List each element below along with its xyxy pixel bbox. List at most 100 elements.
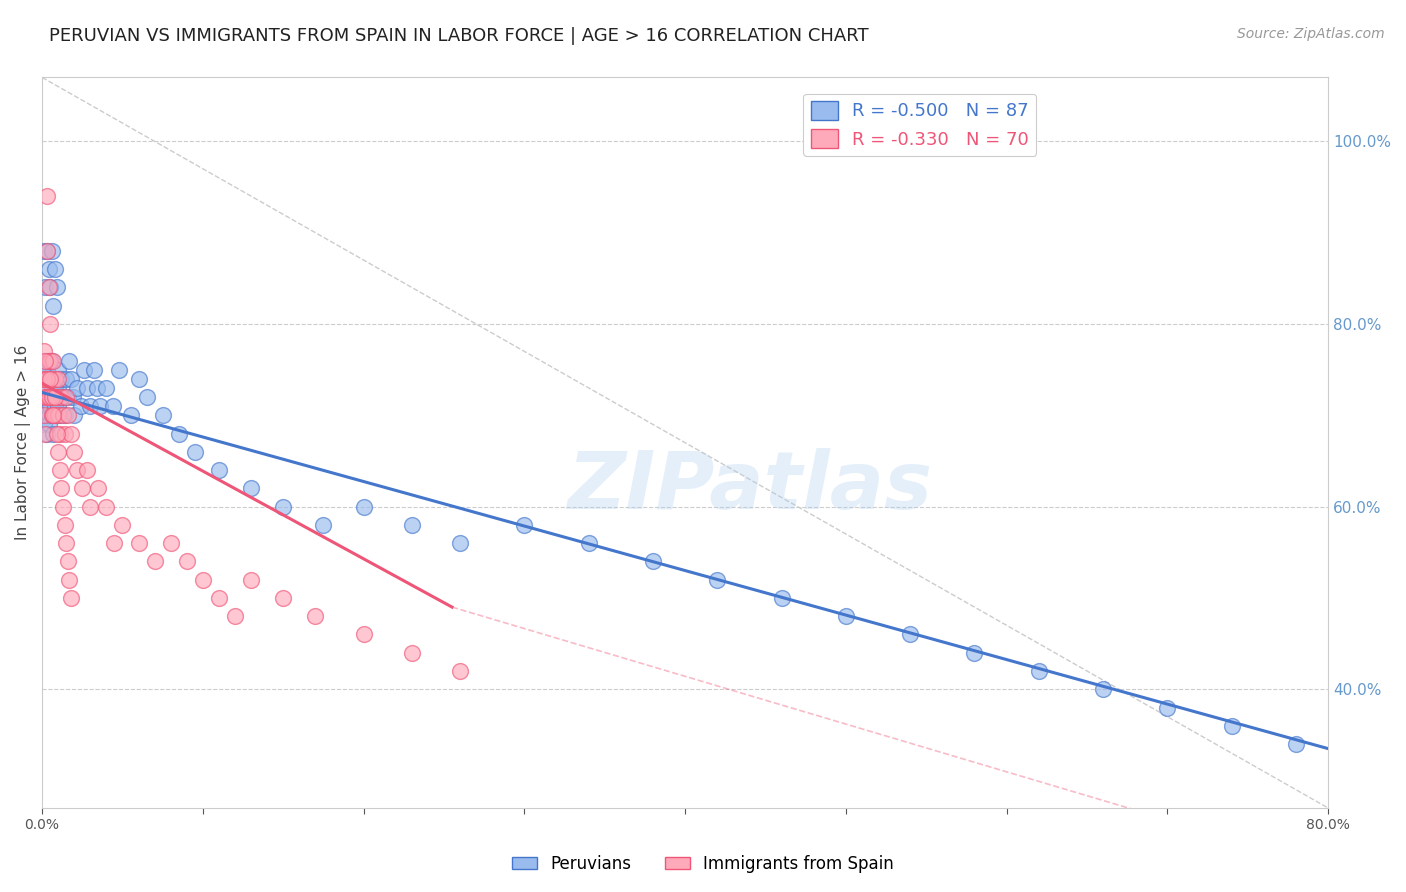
Point <box>34 353 56 368</box>
Point <box>63 409 86 423</box>
Point <box>42 372 65 386</box>
Point <box>66 381 89 395</box>
Point <box>39 390 62 404</box>
Point <box>143 554 166 568</box>
Point <box>42 390 65 404</box>
Point <box>449 536 471 550</box>
Point <box>128 372 150 386</box>
Point <box>34 390 56 404</box>
Point <box>44 390 66 404</box>
Point <box>39 280 62 294</box>
Point <box>45 280 67 294</box>
Point <box>312 517 335 532</box>
Point <box>44 262 66 277</box>
Point <box>58 353 80 368</box>
Point <box>60 426 83 441</box>
Point <box>46 409 69 423</box>
Point <box>41 409 63 423</box>
Point <box>835 609 858 624</box>
Point <box>45 426 67 441</box>
Point <box>49 390 72 404</box>
Point <box>103 536 125 550</box>
Point <box>69 399 91 413</box>
Point <box>53 517 76 532</box>
Point <box>34 426 56 441</box>
Point <box>45 409 67 423</box>
Point <box>42 426 65 441</box>
Point <box>271 500 294 514</box>
Point <box>38 353 60 368</box>
Point <box>60 591 83 605</box>
Point <box>152 409 174 423</box>
Y-axis label: In Labor Force | Age > 16: In Labor Force | Age > 16 <box>15 345 31 541</box>
Point <box>706 573 728 587</box>
Point <box>41 244 63 258</box>
Point <box>96 500 118 514</box>
Point <box>35 189 58 203</box>
Point <box>34 372 56 386</box>
Point <box>51 372 73 386</box>
Point <box>96 381 118 395</box>
Point <box>42 409 65 423</box>
Point <box>963 646 986 660</box>
Point <box>56 409 79 423</box>
Text: ZIPatlas: ZIPatlas <box>567 448 932 525</box>
Point <box>79 399 101 413</box>
Point <box>35 426 58 441</box>
Point <box>34 280 56 294</box>
Point <box>53 409 76 423</box>
Point <box>41 381 63 395</box>
Point <box>32 417 55 432</box>
Point <box>32 381 55 395</box>
Point <box>51 482 73 496</box>
Point <box>56 554 79 568</box>
Point <box>401 646 423 660</box>
Point <box>62 390 84 404</box>
Point <box>44 409 66 423</box>
Point <box>353 627 375 641</box>
Point <box>52 500 75 514</box>
Point <box>44 372 66 386</box>
Point <box>35 390 58 404</box>
Point <box>76 381 98 395</box>
Point <box>53 426 76 441</box>
Point <box>38 280 60 294</box>
Point <box>83 362 105 376</box>
Point <box>45 372 67 386</box>
Point <box>72 482 94 496</box>
Point <box>51 390 73 404</box>
Point <box>41 409 63 423</box>
Point <box>224 609 246 624</box>
Point <box>39 372 62 386</box>
Point <box>87 482 110 496</box>
Point <box>39 390 62 404</box>
Point <box>55 372 77 386</box>
Point <box>49 463 72 477</box>
Point <box>56 390 79 404</box>
Point <box>32 344 55 359</box>
Point <box>52 409 75 423</box>
Point <box>35 244 58 258</box>
Point <box>240 482 263 496</box>
Text: Source: ZipAtlas.com: Source: ZipAtlas.com <box>1237 27 1385 41</box>
Point <box>32 244 55 258</box>
Point <box>42 299 65 313</box>
Legend: Peruvians, Immigrants from Spain: Peruvians, Immigrants from Spain <box>506 848 900 880</box>
Point <box>159 536 181 550</box>
Point <box>34 409 56 423</box>
Point <box>55 536 77 550</box>
Point <box>513 517 536 532</box>
Point <box>32 362 55 376</box>
Point <box>271 591 294 605</box>
Point <box>66 463 89 477</box>
Point <box>46 399 69 413</box>
Point <box>35 399 58 413</box>
Point <box>35 372 58 386</box>
Point <box>44 381 66 395</box>
Point <box>39 399 62 413</box>
Point <box>401 517 423 532</box>
Point <box>52 390 75 404</box>
Point <box>35 244 58 258</box>
Point <box>34 372 56 386</box>
Point <box>108 362 131 376</box>
